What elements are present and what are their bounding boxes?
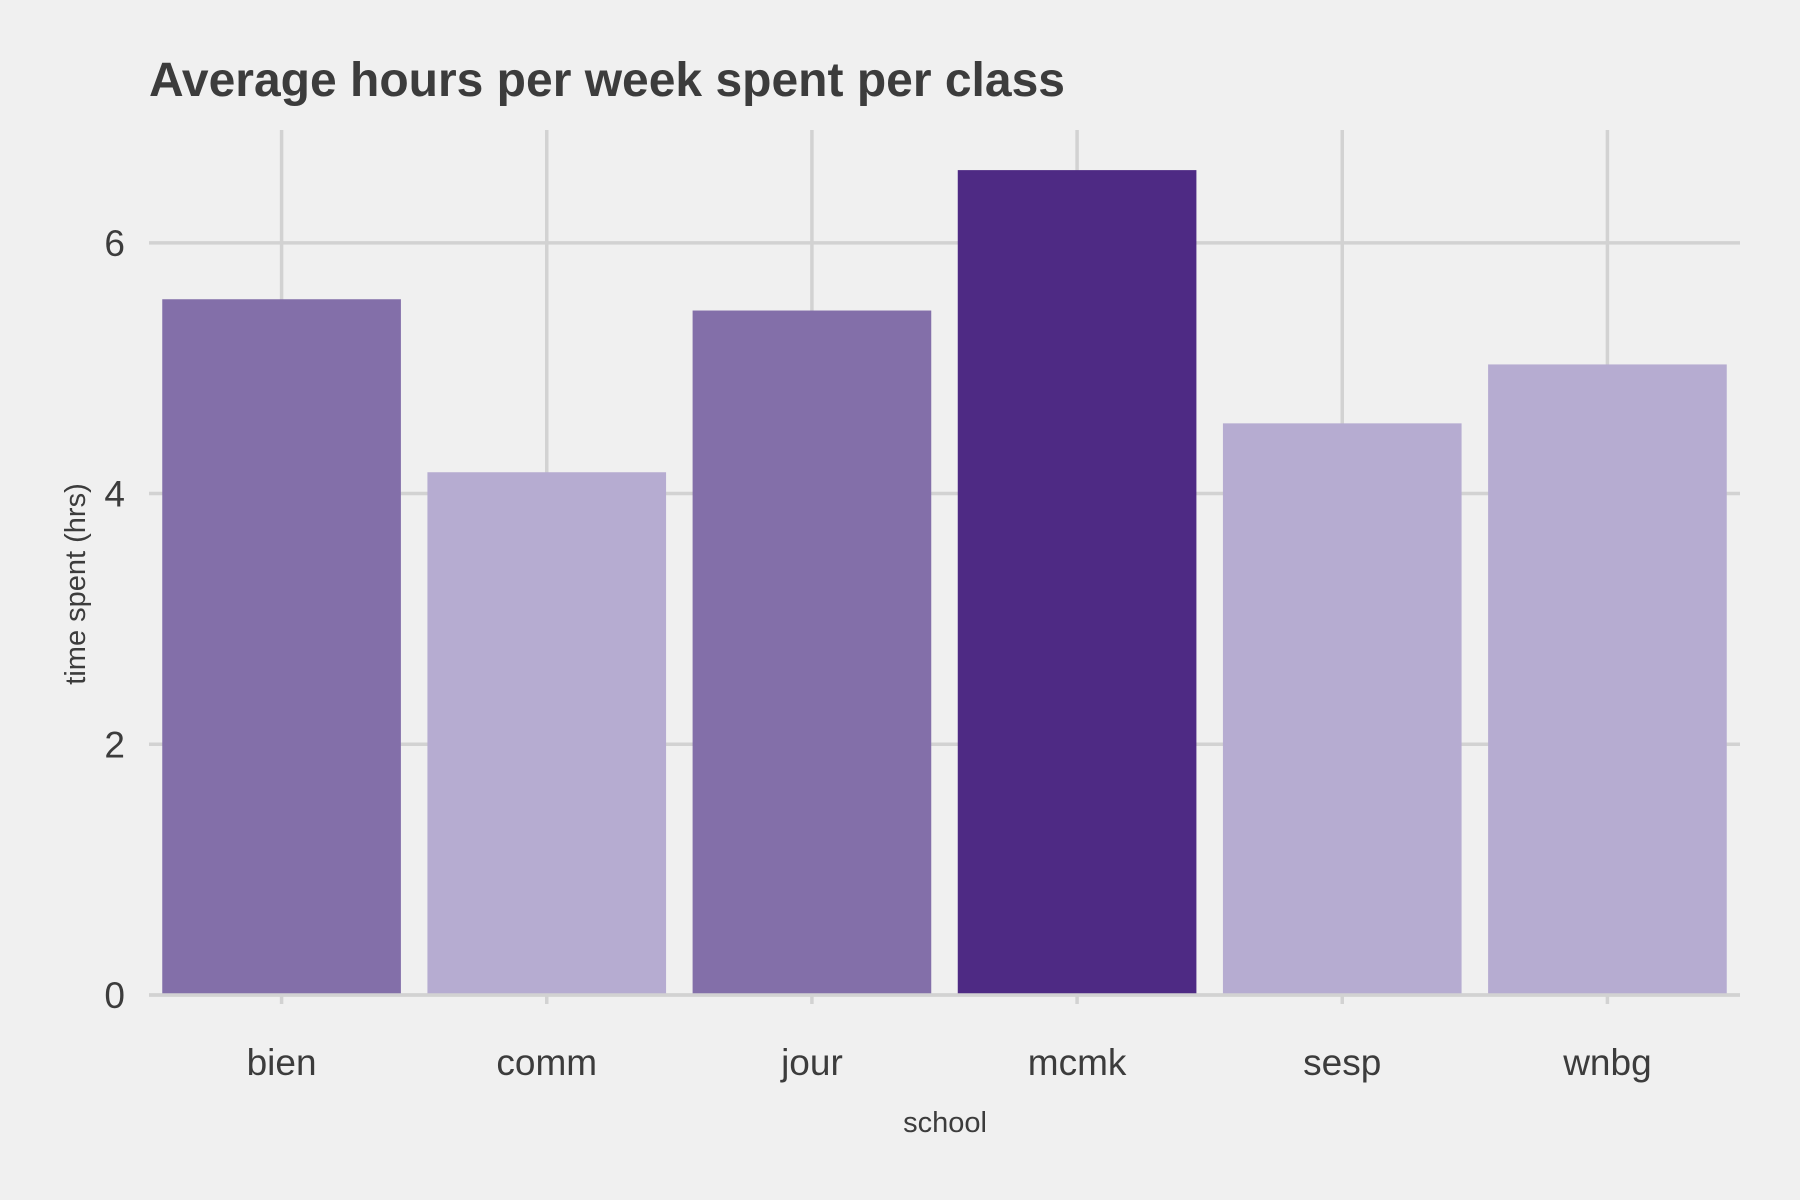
y-axis-title: time spent (hrs) <box>60 483 92 684</box>
bar-sesp <box>1222 423 1462 995</box>
chart-title: Average hours per week spent per class <box>149 54 1065 107</box>
x-tick-label: bien <box>247 1042 317 1083</box>
x-tick-label: jour <box>780 1042 843 1083</box>
tick-labels-layer: 0 2 4 6 bien comm jour mcmk sesp wnbg <box>104 223 1651 1083</box>
x-tick-label: sesp <box>1303 1042 1381 1083</box>
x-axis-title: school <box>903 1107 987 1139</box>
y-tick-label: 0 <box>104 975 125 1016</box>
bar-mcmk <box>957 170 1197 995</box>
x-tick-label: comm <box>496 1042 597 1083</box>
bar-wnbg <box>1488 364 1727 995</box>
bar-comm <box>427 472 667 995</box>
bar-jour <box>692 310 932 995</box>
bar-bien <box>162 299 401 995</box>
y-tick-label: 2 <box>104 724 125 765</box>
x-tick-label: wnbg <box>1562 1042 1651 1083</box>
y-tick-label: 4 <box>104 474 125 515</box>
x-tick-label: mcmk <box>1028 1042 1127 1083</box>
bars-layer <box>149 170 1740 997</box>
y-tick-label: 6 <box>104 223 125 264</box>
